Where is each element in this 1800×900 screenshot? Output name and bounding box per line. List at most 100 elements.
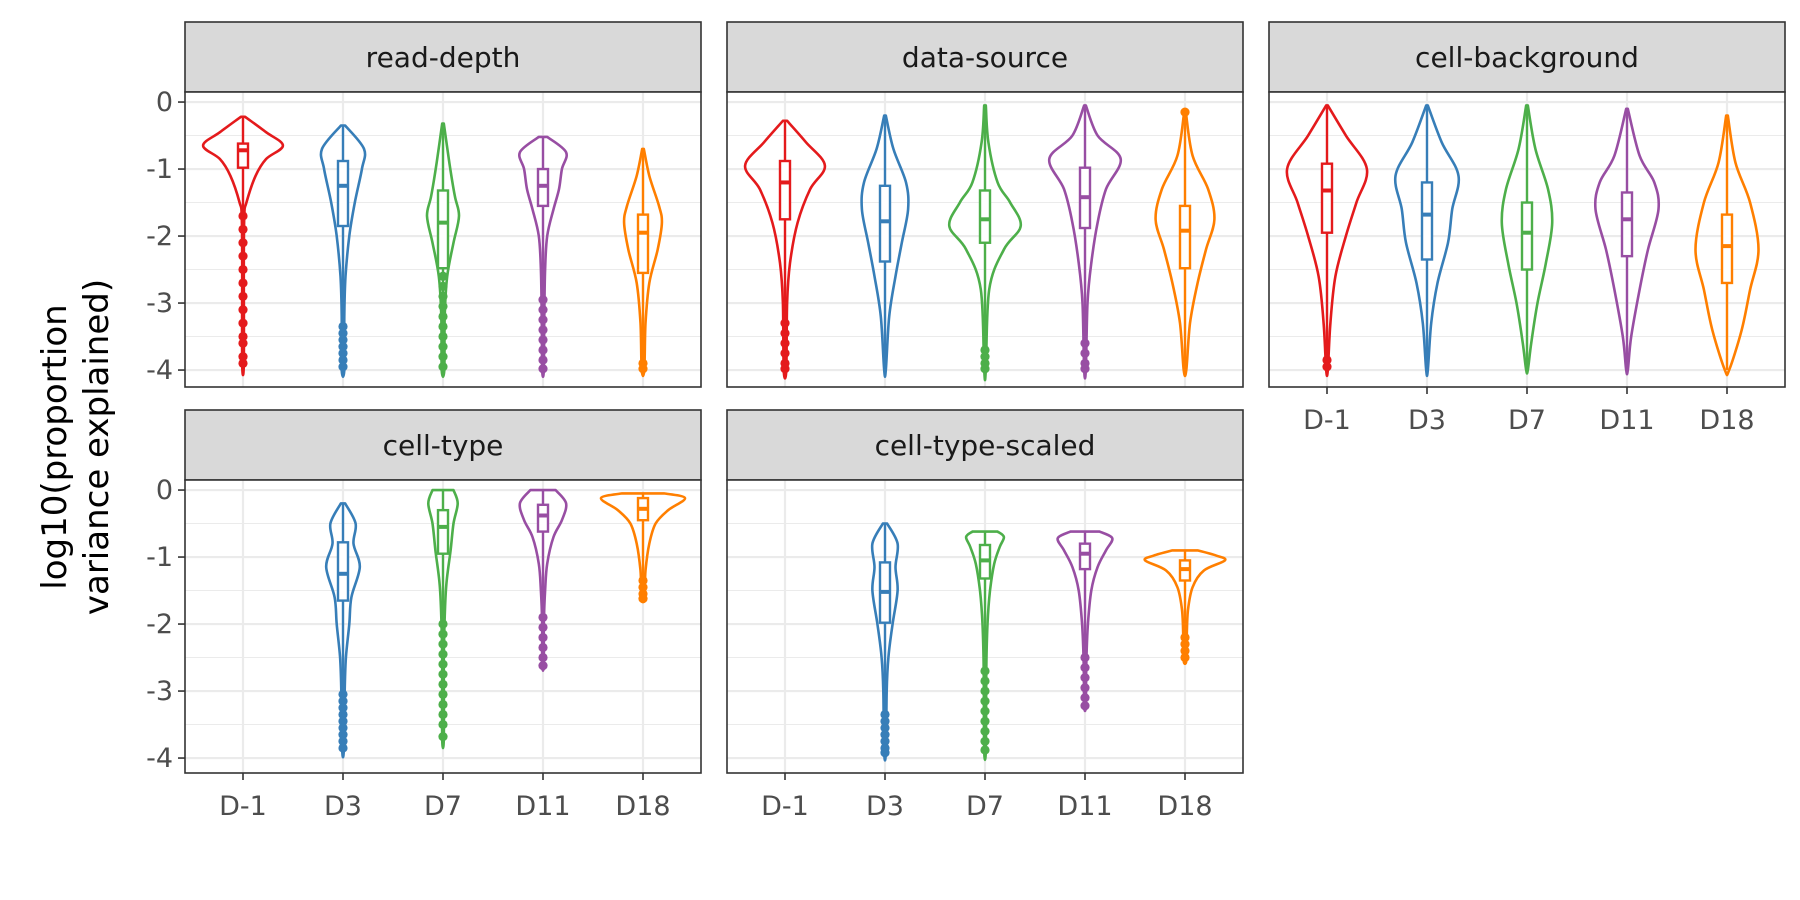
box-iqr	[336, 541, 350, 602]
outlier-point	[538, 345, 548, 355]
violin-D3	[870, 522, 900, 762]
outlier-point	[438, 649, 448, 659]
violin-D11	[1047, 104, 1123, 380]
outlier-point	[780, 348, 790, 358]
outlier-point	[238, 211, 248, 221]
outlier-point	[1080, 364, 1090, 374]
box-iqr	[1520, 201, 1534, 271]
outlier-point	[880, 716, 890, 726]
outlier-point	[980, 745, 990, 755]
outlier-point	[438, 679, 448, 689]
outlier-point	[338, 355, 348, 365]
outlier-point	[438, 352, 448, 362]
outlier-point	[438, 699, 448, 710]
violin-D-1	[201, 115, 285, 377]
x-tick-label: D3	[1408, 405, 1446, 436]
violin-outline	[1593, 107, 1661, 376]
facet-strip-label: cell-type-scaled	[875, 429, 1096, 462]
outlier-point	[438, 659, 448, 669]
outlier-point	[238, 305, 248, 315]
box-iqr	[1720, 213, 1734, 285]
violin-D7	[425, 122, 461, 379]
violin-outline	[425, 122, 461, 379]
outlier-point	[538, 660, 548, 671]
x-tick-label: D11	[1057, 791, 1112, 822]
box-iqr	[436, 189, 450, 270]
outlier-point	[538, 622, 548, 633]
outlier-point	[338, 321, 348, 332]
violin-D7	[947, 104, 1023, 382]
panel-cell-type-scaled: cell-type-scaled D-1 D3 D7 D11 D18	[726, 409, 1244, 822]
x-tick-label: D18	[1699, 405, 1754, 436]
x-tick-label: D11	[515, 791, 570, 822]
outlier-point	[238, 338, 248, 348]
x-tick-label: D11	[1599, 405, 1654, 436]
outlier-point	[1080, 701, 1090, 711]
outlier-point	[438, 689, 448, 700]
outlier-point	[438, 362, 448, 372]
outlier-point	[980, 716, 990, 726]
violin-outline	[1393, 104, 1461, 378]
y-axis-title-line-1: log10(proportion	[35, 304, 75, 589]
violin-outline	[743, 119, 827, 380]
outlier-point	[538, 652, 548, 663]
y-tick-label: -2	[146, 221, 173, 252]
outlier-point	[438, 719, 448, 730]
outlier-point	[1180, 639, 1190, 649]
outlier-point	[538, 325, 548, 335]
outlier-point	[438, 709, 448, 720]
panel-cell-background: cell-background D-1 D3 D7 D11 D18	[1268, 21, 1786, 436]
outlier-point	[438, 321, 448, 332]
y-tick-label: -3	[146, 676, 173, 707]
outlier-point	[980, 736, 990, 746]
violin-outline	[518, 488, 568, 673]
outlier-point	[880, 748, 890, 758]
y-tick-label: -4	[146, 355, 173, 386]
panel-border	[184, 91, 702, 388]
x-tick-label: D18	[615, 791, 670, 822]
violin-outline	[324, 502, 362, 759]
y-tick-label: -1	[146, 154, 173, 185]
outlier-point	[980, 686, 990, 696]
outlier-point	[438, 271, 448, 281]
y-tick-label: -2	[146, 609, 173, 640]
box-iqr	[336, 159, 350, 228]
outlier-point	[980, 364, 990, 374]
outlier-point	[438, 301, 448, 311]
facet-strip-label: read-depth	[366, 41, 521, 74]
facet-strip	[184, 21, 702, 93]
violin-D-1	[1285, 104, 1369, 378]
violin-outline	[201, 115, 285, 377]
x-tick-label: D3	[324, 791, 362, 822]
outlier-point	[338, 696, 348, 706]
outlier-point	[780, 318, 790, 328]
violin-D11	[1593, 107, 1661, 376]
outlier-point	[338, 743, 348, 753]
violin-outline	[622, 147, 664, 378]
violin-outline	[1154, 110, 1216, 378]
outlier-point	[538, 364, 548, 374]
box-iqr	[1078, 542, 1092, 571]
outlier-point	[538, 305, 548, 315]
box-iqr	[636, 213, 650, 275]
panel-read-depth: read-depth 0 -1 -2 -3 -4	[146, 21, 702, 388]
outlier-point	[538, 642, 548, 653]
y-tick-label: -4	[146, 743, 173, 774]
box-iqr	[1420, 181, 1434, 261]
violin-D-1	[743, 119, 827, 380]
violin-outline	[427, 488, 459, 750]
outlier-point	[1322, 355, 1332, 365]
outlier-point	[638, 364, 648, 374]
panel-cell-type: cell-type 0 -1 -2 -3 -4 D-1 D3 D7 D11 D18	[146, 409, 702, 822]
violin-outline	[1143, 549, 1227, 666]
outlier-point	[1322, 362, 1332, 372]
outlier-point	[880, 723, 890, 733]
box-iqr	[436, 508, 450, 555]
violin-D18	[599, 492, 687, 604]
outlier-point	[338, 689, 348, 700]
violin-outline	[1694, 114, 1760, 377]
x-tick-label: D7	[1508, 405, 1546, 436]
violin-outline	[860, 114, 910, 379]
violin-outline	[518, 135, 568, 379]
